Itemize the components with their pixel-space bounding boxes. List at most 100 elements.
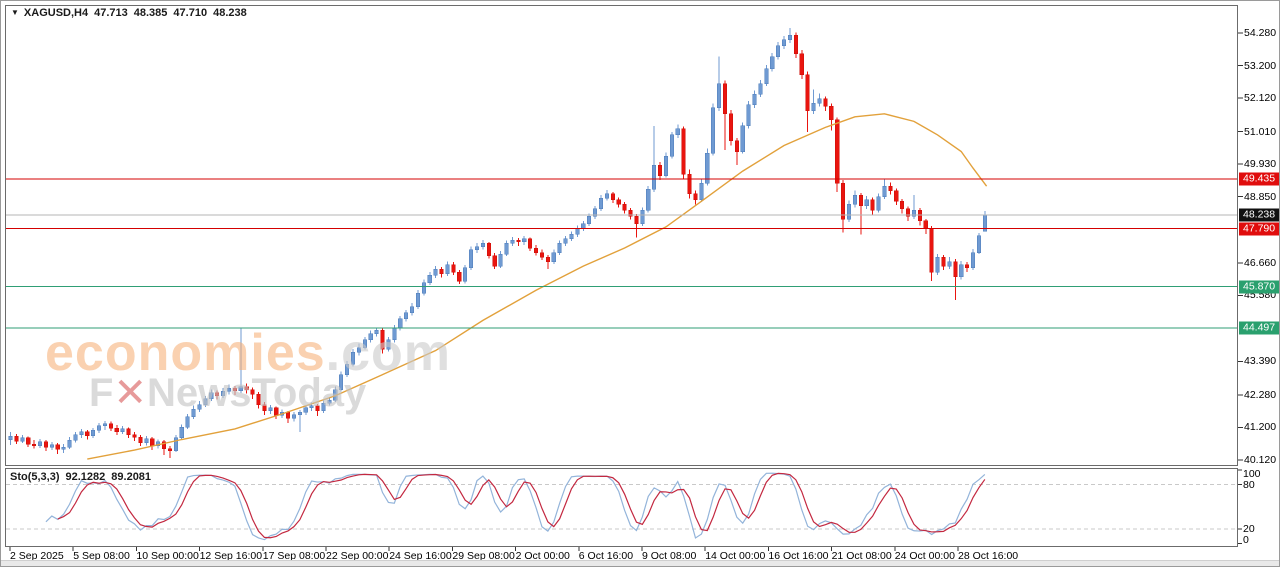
candle-bear (167, 446, 172, 459)
candle-bear (14, 434, 19, 445)
candle-body (876, 196, 881, 211)
candle-body (315, 405, 320, 412)
candle-bull (333, 386, 338, 402)
candle-body (557, 243, 562, 253)
candle-bull (374, 327, 379, 337)
candle-bull (782, 36, 787, 49)
ohlc-open: 47.713 (94, 7, 128, 19)
candle-bull (386, 336, 391, 352)
candle-bull (758, 80, 763, 98)
indicator-label[interactable]: Sto(5,3,3) 92.1282 89.2081 (10, 471, 151, 483)
candle-body (226, 387, 232, 392)
candle-bull (669, 131, 674, 159)
candle-bear (906, 206, 911, 221)
candle-bear (823, 96, 828, 111)
stochastic-panel[interactable] (5, 468, 1238, 547)
stoch-scale-label: 20 (1243, 522, 1255, 535)
candle-body (852, 194, 857, 205)
candle-body (646, 188, 651, 211)
time-tick-label: 6 Oct 16:00 (578, 550, 634, 562)
candle-bull (604, 189, 609, 201)
candle-body (976, 235, 981, 253)
candle-body (185, 416, 190, 428)
candle-body (14, 436, 19, 442)
candle-body (55, 444, 60, 450)
candle-body (268, 407, 273, 412)
candle-bull (593, 205, 598, 219)
candle-body (622, 204, 627, 211)
indicator-main-value: 92.1282 (65, 471, 106, 483)
candle-body (209, 392, 214, 400)
candle-body (776, 45, 781, 57)
candle-body (728, 113, 733, 142)
candle-body (805, 74, 810, 112)
time-tick-label: 16 Oct 16:00 (768, 550, 829, 562)
candle-body (953, 261, 958, 277)
candle-bull (179, 424, 184, 440)
level-price-tag: 47.790 (1239, 222, 1279, 236)
time-tick-label: 24 Sep 16:00 (389, 550, 452, 562)
candle-body (445, 264, 450, 274)
time-tick-label: 5 Sep 08:00 (73, 550, 130, 562)
candle-body (463, 267, 468, 282)
candle-body (634, 216, 639, 225)
candle-body (652, 164, 657, 190)
candle-bear (858, 192, 863, 235)
candle-body (238, 386, 243, 391)
candle-body (734, 140, 739, 152)
candle-bull (191, 405, 196, 419)
candle-bull (882, 179, 887, 199)
candle-body (167, 448, 172, 452)
candle-bull (787, 27, 793, 43)
main-chart-panel[interactable] (5, 5, 1238, 466)
candle-bear (486, 241, 491, 259)
candle-body (114, 427, 119, 433)
symbol-dropdown-icon[interactable]: ▼ (11, 8, 19, 17)
candle-bull (699, 179, 704, 202)
price-tick-label: 49.930 (1244, 158, 1277, 171)
candle-body (179, 427, 184, 439)
time-tick-label: 17 Sep 08:00 (262, 550, 326, 562)
candle-bear (108, 421, 113, 432)
main-chart-layer (8, 27, 988, 460)
candle-body (675, 128, 680, 136)
candle-bull (498, 251, 503, 269)
candle-bear (841, 180, 846, 233)
candle-bull (817, 93, 822, 107)
candle-body (598, 198, 604, 210)
candle-bear (728, 110, 733, 146)
candle-body (291, 414, 296, 419)
candle-body (221, 391, 226, 397)
candle-body (32, 443, 37, 446)
candle-bull (474, 242, 480, 254)
candle-body (427, 274, 432, 283)
candle-bear (545, 254, 550, 270)
candle-bull (409, 303, 415, 316)
symbol-period: XAGUSD,H4 (23, 7, 89, 19)
candle-body (858, 194, 863, 207)
candle-body (132, 434, 137, 438)
candle-body (20, 437, 25, 442)
candle-bull (238, 327, 243, 393)
chart-title: ▼ XAGUSD,H4 47.713 48.385 47.710 48.238 (11, 7, 247, 19)
time-tick-label: 14 Oct 00:00 (705, 550, 766, 562)
candle-body (262, 404, 267, 412)
candle-bull (445, 261, 450, 277)
candle-body (610, 193, 615, 201)
candle-bear (244, 383, 249, 394)
candle-bear (953, 259, 958, 301)
candle-body (8, 436, 13, 440)
candle-body (486, 243, 491, 256)
candle-bear (693, 190, 698, 205)
candle-bear (250, 387, 255, 399)
candle-bull (350, 349, 356, 367)
candle-body (356, 347, 361, 353)
time-tick-label: 9 Oct 08:00 (642, 550, 697, 562)
candle-body (327, 400, 332, 404)
candle-bull (935, 254, 940, 276)
candle-bull (102, 420, 108, 430)
candle-body (191, 409, 196, 418)
candle-bear (26, 436, 31, 448)
candle-body (563, 238, 568, 244)
